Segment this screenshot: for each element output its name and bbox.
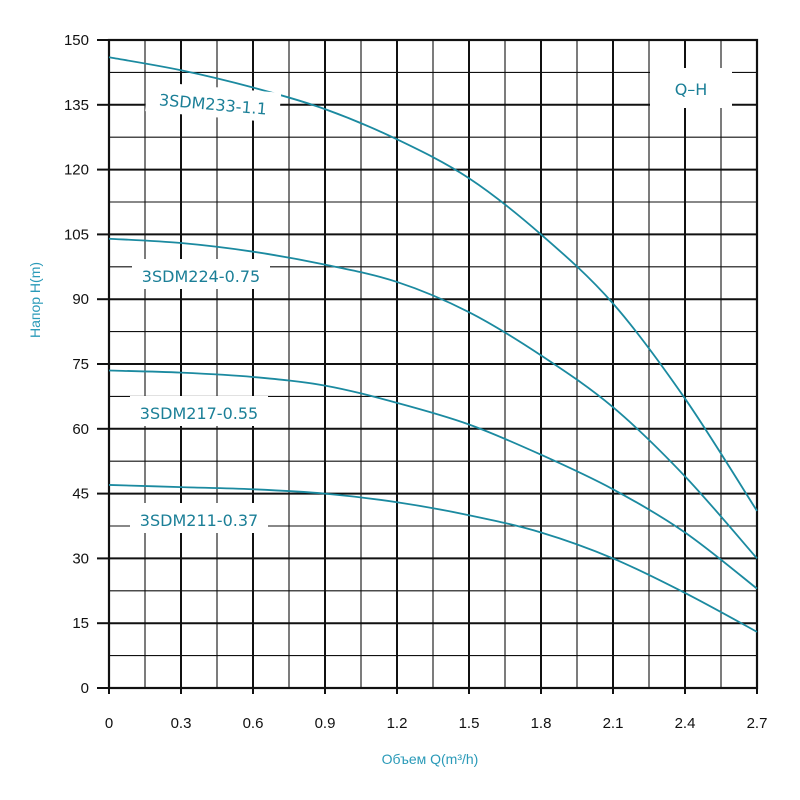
series-line <box>108 56 758 512</box>
curves <box>108 56 758 633</box>
y-tick-label: 150 <box>64 32 89 49</box>
tick-labels: 0 0.3 0.6 0.9 1.2 1.5 1.8 2.1 2.4 2.7 0 15 30 45 60 75 9… <box>64 32 767 732</box>
x-axis-title: Объем Q(m³/h) <box>382 751 479 767</box>
series-label: 3SDM233-1.1 <box>145 81 282 123</box>
y-tick-label: 0 <box>81 680 89 697</box>
y-tick-label: 15 <box>72 615 89 632</box>
series-label: 3SDM211-0.37 <box>130 503 268 533</box>
curve-labels: 3SDM233-1.1 3SDM224-0.75 3SDM217-0.55 3SDM2… <box>130 81 282 533</box>
y-tick-label: 45 <box>72 486 89 503</box>
x-tick-label: 0.3 <box>171 715 192 732</box>
y-tick-label: 135 <box>64 97 89 114</box>
series-label-background <box>145 81 282 123</box>
grid <box>97 38 759 694</box>
x-tick-label: 0.6 <box>243 715 264 732</box>
x-tick-label: 0.9 <box>315 715 336 732</box>
series-label: 3SDM217-0.55 <box>130 396 268 426</box>
series-label-text: 3SDM211-0.37 <box>140 511 258 530</box>
x-tick-label: 1.5 <box>459 715 480 732</box>
x-tick-label: 0 <box>105 715 113 732</box>
qh-badge-background <box>650 68 732 108</box>
series-label-background <box>130 503 268 533</box>
y-tick-label: 60 <box>72 421 89 438</box>
y-tick-label: 120 <box>64 162 89 179</box>
y-tick-label: 90 <box>72 291 89 308</box>
y-tick-label: 105 <box>64 226 89 243</box>
x-tick-label: 2.4 <box>675 715 696 732</box>
series-label: 3SDM224-0.75 <box>132 259 270 289</box>
series-line <box>108 237 758 559</box>
series-label-text: 3SDM217-0.55 <box>140 404 258 423</box>
series-label-text: 3SDM224-0.75 <box>142 267 260 286</box>
series-line <box>108 369 758 590</box>
x-tick-label: 2.1 <box>603 715 624 732</box>
x-tick-label: 1.8 <box>531 715 552 732</box>
series-label-background <box>130 396 268 426</box>
y-tick-label: 75 <box>72 356 89 373</box>
series-label-background <box>132 259 270 289</box>
x-tick-label: 1.2 <box>387 715 408 732</box>
qh-badge: Q–H <box>650 68 732 108</box>
y-axis-title: Напор H(m) <box>27 262 43 338</box>
qh-badge-text: Q–H <box>675 80 708 99</box>
x-tick-label: 2.7 <box>747 715 768 732</box>
series-line <box>108 484 758 633</box>
y-tick-label: 30 <box>72 550 89 567</box>
